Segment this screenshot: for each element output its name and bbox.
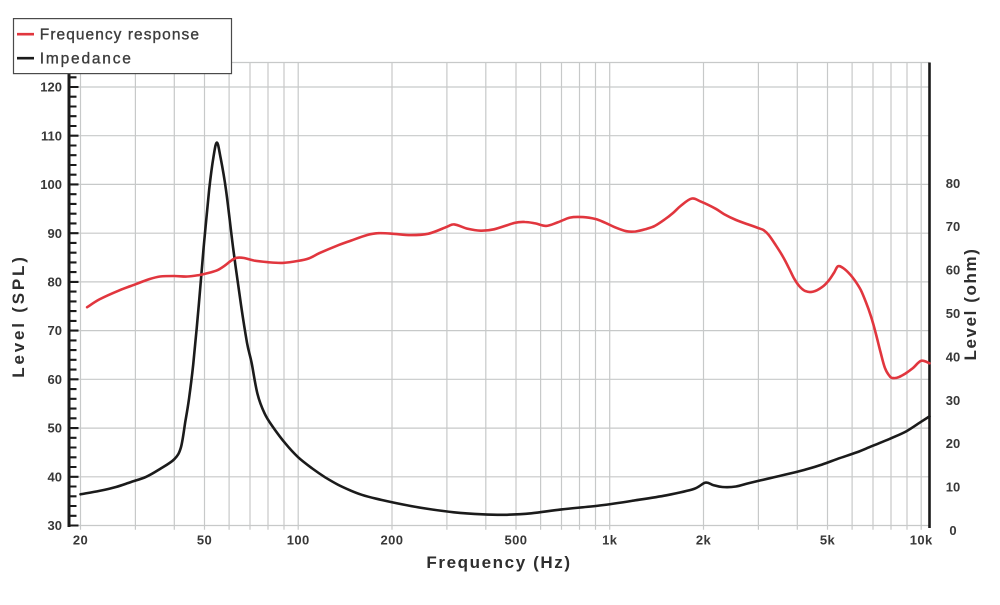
svg-text:5k: 5k (820, 532, 836, 547)
svg-text:60: 60 (946, 263, 960, 278)
svg-text:10: 10 (946, 480, 960, 495)
svg-text:10k: 10k (910, 532, 933, 547)
svg-text:Impedance: Impedance (40, 51, 133, 68)
svg-text:2k: 2k (696, 532, 712, 547)
svg-text:70: 70 (946, 219, 960, 234)
svg-text:80: 80 (48, 275, 62, 290)
svg-text:Frequency (Hz): Frequency (Hz) (426, 553, 571, 572)
svg-text:Frequency response: Frequency response (40, 27, 200, 44)
svg-text:50: 50 (946, 306, 960, 321)
svg-text:500: 500 (505, 532, 528, 547)
svg-text:20: 20 (946, 436, 960, 451)
svg-text:20: 20 (73, 532, 88, 547)
svg-text:40: 40 (946, 349, 960, 364)
svg-text:100: 100 (287, 532, 310, 547)
svg-text:70: 70 (48, 323, 62, 338)
svg-text:110: 110 (41, 128, 62, 143)
svg-text:30: 30 (946, 393, 960, 408)
svg-text:200: 200 (381, 532, 404, 547)
svg-text:100: 100 (40, 177, 62, 192)
svg-text:90: 90 (48, 226, 62, 241)
svg-text:Level (ohm): Level (ohm) (961, 247, 980, 360)
svg-text:60: 60 (48, 372, 62, 387)
svg-text:30: 30 (48, 518, 62, 533)
svg-text:80: 80 (946, 176, 960, 191)
svg-text:Level (SPL): Level (SPL) (9, 254, 28, 377)
svg-text:40: 40 (48, 469, 62, 484)
svg-text:50: 50 (197, 532, 212, 547)
svg-text:120: 120 (40, 80, 62, 95)
svg-text:50: 50 (48, 421, 62, 436)
svg-text:0: 0 (949, 523, 956, 538)
svg-text:1k: 1k (602, 532, 618, 547)
